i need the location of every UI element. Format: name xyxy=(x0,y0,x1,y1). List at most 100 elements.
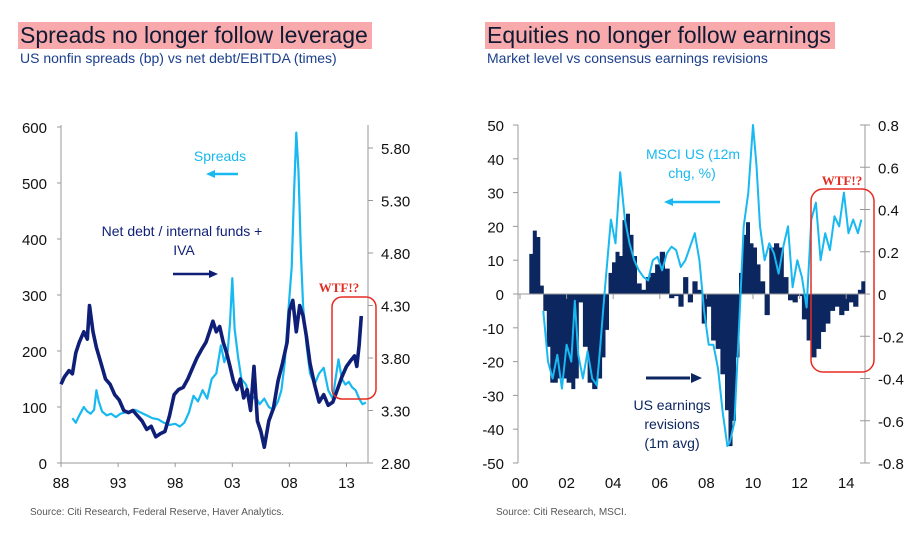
earnings-revision-bar xyxy=(529,253,534,294)
right-y-tick-label: 0 xyxy=(496,287,504,304)
earnings-revision-bar xyxy=(543,294,548,311)
earnings-revision-bar xyxy=(711,294,717,341)
earnings-revision-bar xyxy=(853,294,859,307)
earnings-revision-bar xyxy=(566,294,572,383)
earnings-revision-bar xyxy=(536,237,541,294)
earnings-revision-bar xyxy=(692,281,698,294)
left-wtf-annotation: WTF!? xyxy=(319,280,359,295)
right-y2-tick-label: -0.6 xyxy=(878,414,904,431)
earnings-revision-bar xyxy=(825,294,831,324)
right-y2-tick-label: 0.2 xyxy=(878,245,899,262)
earnings-revision-bar xyxy=(557,294,563,379)
right-y-tick-label: -10 xyxy=(482,321,504,338)
right-y-tick-label: 50 xyxy=(487,118,504,135)
earnings-revision-bar xyxy=(587,294,593,383)
left-y-tick-label: 0 xyxy=(39,456,47,473)
earnings-revision-bar xyxy=(720,294,726,375)
earnings-revision-bar xyxy=(619,256,623,294)
earnings-revision-bar xyxy=(539,285,544,294)
earnings-revision-bar xyxy=(553,294,558,383)
right-y-tick-label: -20 xyxy=(482,355,504,372)
earnings-revision-bar xyxy=(778,247,784,294)
earnings-revision-bar xyxy=(706,294,712,307)
left-y2-tick-label: 3.80 xyxy=(381,351,410,368)
earnings-revision-bar xyxy=(749,243,754,294)
right-y2-tick-label: 0.4 xyxy=(878,203,899,220)
earnings-revision-bar xyxy=(650,272,656,294)
left-y-tick-label: 600 xyxy=(22,120,47,137)
right-y-tick-label: -50 xyxy=(482,456,504,473)
earnings-revision-bar xyxy=(728,294,733,447)
msci-arrow-icon xyxy=(664,198,720,206)
left-y2-tick-label: 3.30 xyxy=(381,404,410,421)
right-y-tick-label: -40 xyxy=(482,422,504,439)
earnings-revision-bar xyxy=(820,294,826,332)
right-chart-source: Source: Citi Research, MSCI. xyxy=(496,507,627,518)
earnings-revision-bar xyxy=(592,294,598,390)
left-chart: 0 100 200 300 400 500 600 2.80 3.30 3.80 4.30 4.80… xyxy=(22,120,410,492)
earnings-arrow-icon xyxy=(646,373,702,383)
earnings-revision-bar xyxy=(605,294,609,330)
left-x-tick-label: 13 xyxy=(338,475,355,492)
earnings-revision-bar xyxy=(629,234,634,294)
earnings-revision-bar xyxy=(636,283,642,294)
earnings-revision-bar xyxy=(792,294,798,303)
earnings-revision-bar xyxy=(622,220,627,294)
left-y-tick-label: 200 xyxy=(22,344,47,361)
right-x-tick-label: 08 xyxy=(698,475,715,492)
right-y-tick-label: 20 xyxy=(487,219,504,236)
earnings-revision-bar xyxy=(756,264,761,294)
earnings-annotation-line3: (1m avg) xyxy=(644,435,699,451)
right-wtf-highlight-box xyxy=(810,188,875,373)
net-debt-annotation-line2: IVA xyxy=(173,242,195,258)
left-x-tick-label: 03 xyxy=(224,475,241,492)
left-y2-tick-label: 4.30 xyxy=(381,299,410,316)
right-wtf-annotation: WTF!? xyxy=(822,173,862,188)
earnings-revision-bar xyxy=(811,294,817,358)
right-y-tick-label: 40 xyxy=(487,152,504,169)
left-y-tick-label: 500 xyxy=(22,176,47,193)
right-y2-tick-label: 0 xyxy=(878,287,886,304)
earnings-revision-bar xyxy=(788,294,794,301)
net-debt-annotation-line1: Net debt / internal funds + xyxy=(102,223,263,239)
earnings-revision-bar xyxy=(857,289,862,294)
earnings-revision-bar xyxy=(546,294,551,347)
earnings-revision-bar xyxy=(815,294,822,349)
earnings-revision-bar xyxy=(843,294,850,311)
right-y-tick-label: 30 xyxy=(487,186,504,203)
earnings-revision-bar xyxy=(848,294,854,303)
right-y-tick-label: 10 xyxy=(487,253,504,270)
earnings-revision-bar xyxy=(655,264,661,294)
earnings-revision-bar xyxy=(582,294,589,347)
earnings-revision-bar xyxy=(578,294,584,303)
net-debt-arrow-icon xyxy=(173,270,218,278)
right-y-tick-label: -30 xyxy=(482,388,504,405)
earnings-revision-bar xyxy=(753,247,757,294)
earnings-revision-bar xyxy=(626,213,630,294)
earnings-revision-bar xyxy=(725,294,729,411)
earnings-revision-bar xyxy=(687,294,693,303)
earnings-revision-bar xyxy=(834,294,840,307)
earnings-revision-bar xyxy=(801,294,808,320)
left-chart-title: Spreads no longer follow leverage xyxy=(18,22,372,49)
msci-annotation-line2: chg, %) xyxy=(668,165,715,181)
msci-annotation-line1: MSCI US (12m xyxy=(646,146,740,162)
earnings-revision-bar xyxy=(829,294,836,311)
right-y2-tick-label: -0.8 xyxy=(878,456,904,473)
spreads-line xyxy=(71,131,367,428)
spreads-annotation: Spreads xyxy=(194,148,246,164)
earnings-revision-bar xyxy=(683,277,689,294)
earnings-revision-bar xyxy=(664,268,670,294)
earnings-revision-bar xyxy=(764,294,770,316)
spreads-arrow-icon xyxy=(206,170,238,178)
earnings-revision-bar xyxy=(806,294,812,341)
left-y2-tick-label: 5.80 xyxy=(381,141,410,158)
right-y2-tick-label: -0.2 xyxy=(878,329,904,346)
earnings-revision-bar xyxy=(742,234,747,294)
left-y-tick-label: 400 xyxy=(22,232,47,249)
earnings-revision-bar xyxy=(645,277,651,294)
right-y2-tick-label: -0.4 xyxy=(878,372,904,389)
left-x-tick-label: 08 xyxy=(281,475,298,492)
earnings-revision-bar xyxy=(746,222,750,294)
